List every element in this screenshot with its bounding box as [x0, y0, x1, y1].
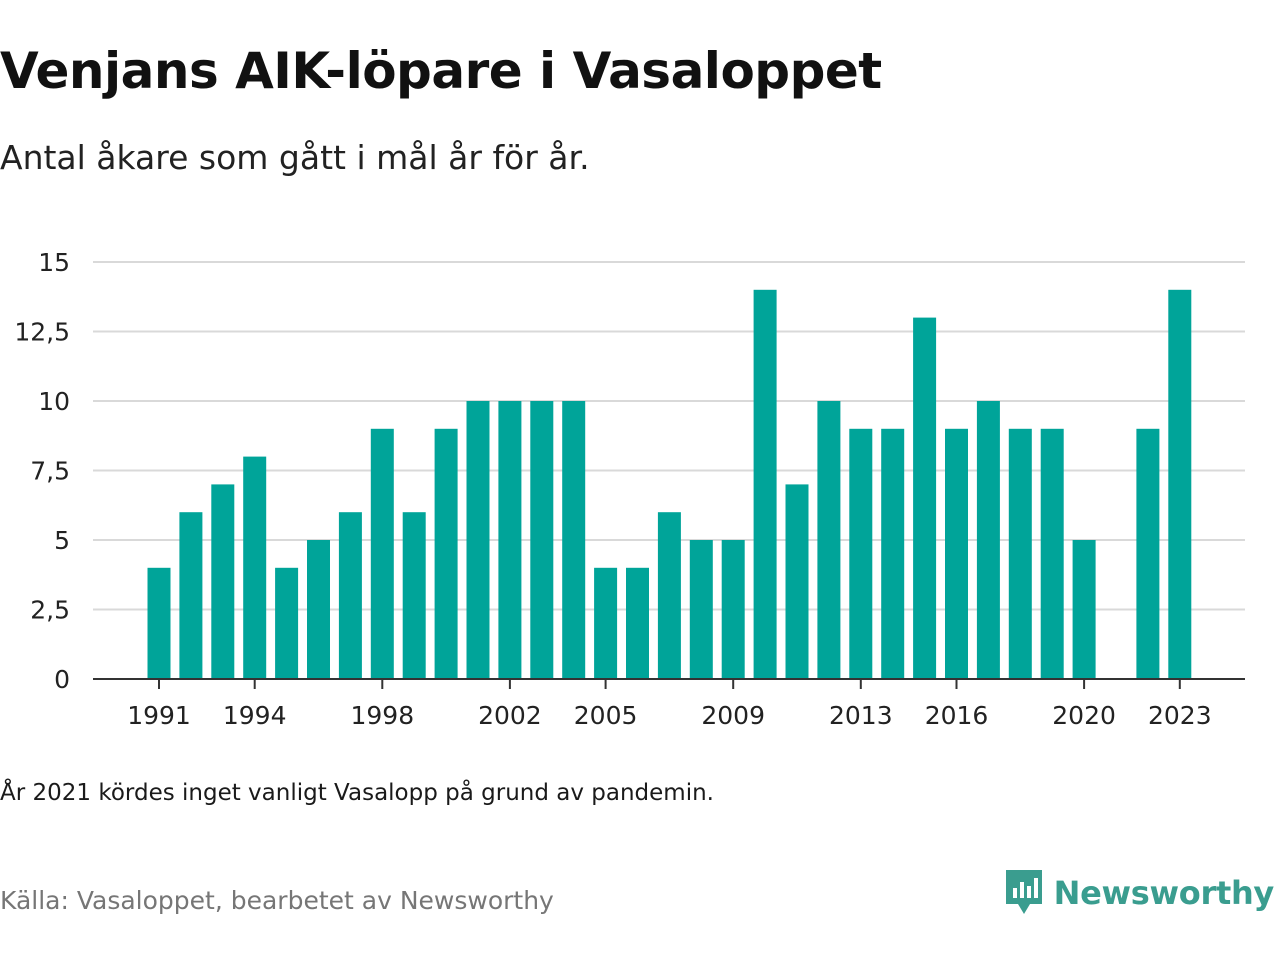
- bar-2003[interactable]: [530, 401, 554, 679]
- bar-1994[interactable]: [243, 456, 267, 679]
- bar-2009[interactable]: [721, 540, 745, 679]
- bar-2007[interactable]: [657, 512, 681, 679]
- bar-2015[interactable]: [913, 317, 937, 679]
- x-tick-label: 1991: [127, 701, 191, 730]
- bar-2017[interactable]: [976, 401, 1000, 679]
- bar-2022[interactable]: [1136, 428, 1160, 679]
- y-axis-ticks: 0 2,5 5 7,5 10 12,5 15: [14, 248, 70, 694]
- x-tick-label: 1994: [223, 701, 287, 730]
- bar-1998[interactable]: [370, 428, 394, 679]
- y-tick-label: 12,5: [14, 318, 70, 347]
- footnote: År 2021 kördes inget vanligt Vasalopp på…: [0, 780, 714, 806]
- y-tick-label: 0: [54, 665, 70, 694]
- x-tick-label: 2005: [574, 701, 638, 730]
- bar-2000[interactable]: [434, 428, 458, 679]
- x-tick-label: 2023: [1148, 701, 1212, 730]
- x-tick-label: 1998: [350, 701, 414, 730]
- bars: [147, 289, 1192, 679]
- bar-chart: 0 2,5 5 7,5 10 12,5 15 1991 1994 1998 2002 2005 200…: [14, 248, 1245, 730]
- bar-2005[interactable]: [594, 567, 618, 679]
- source-credit: Källa: Vasaloppet, bearbetet av Newswort…: [0, 886, 554, 915]
- brand-name: Newsworthy: [1053, 874, 1275, 912]
- bar-2016[interactable]: [945, 428, 968, 679]
- bar-1991[interactable]: [147, 567, 171, 679]
- bar-2019[interactable]: [1040, 428, 1064, 679]
- y-tick-label: 2,5: [30, 596, 70, 625]
- bar-1997[interactable]: [338, 512, 362, 679]
- bar-1996[interactable]: [307, 540, 330, 679]
- bar-2018[interactable]: [1008, 428, 1032, 679]
- bar-2002[interactable]: [498, 401, 522, 679]
- bar-2004[interactable]: [562, 401, 586, 679]
- y-tick-label: 7,5: [30, 457, 70, 486]
- bar-2010[interactable]: [753, 289, 777, 679]
- bar-2020[interactable]: [1072, 540, 1096, 679]
- bar-1992[interactable]: [179, 512, 203, 679]
- y-tick-label: 15: [38, 248, 70, 277]
- x-axis-ticks: 1991 1994 1998 2002 2005 2009 2013 2016 2020 2023: [127, 679, 1212, 730]
- y-tick-label: 10: [38, 387, 70, 416]
- bar-1995[interactable]: [275, 567, 299, 679]
- bar-2006[interactable]: [626, 567, 649, 679]
- chart-subtitle: Antal åkare som gått i mål år för år.: [0, 138, 590, 177]
- x-tick-label: 2016: [925, 701, 989, 730]
- bar-2008[interactable]: [689, 540, 713, 679]
- y-tick-label: 5: [54, 526, 70, 555]
- x-tick-label: 2009: [701, 701, 765, 730]
- bar-2023[interactable]: [1168, 289, 1192, 679]
- bar-2013[interactable]: [849, 428, 873, 679]
- bar-2011[interactable]: [785, 484, 809, 679]
- bar-2014[interactable]: [881, 428, 905, 679]
- x-tick-label: 2002: [478, 701, 542, 730]
- bar-1993[interactable]: [211, 484, 235, 679]
- bar-1999[interactable]: [402, 512, 426, 679]
- brand-logo[interactable]: Newsworthy: [1004, 868, 1274, 918]
- bar-2012[interactable]: [817, 401, 841, 679]
- x-tick-label: 2020: [1052, 701, 1116, 730]
- newsworthy-logo-icon: [1005, 870, 1042, 914]
- chart-title: Venjans AIK-löpare i Vasaloppet: [0, 42, 882, 100]
- bar-2001[interactable]: [466, 401, 490, 679]
- x-tick-label: 2013: [829, 701, 893, 730]
